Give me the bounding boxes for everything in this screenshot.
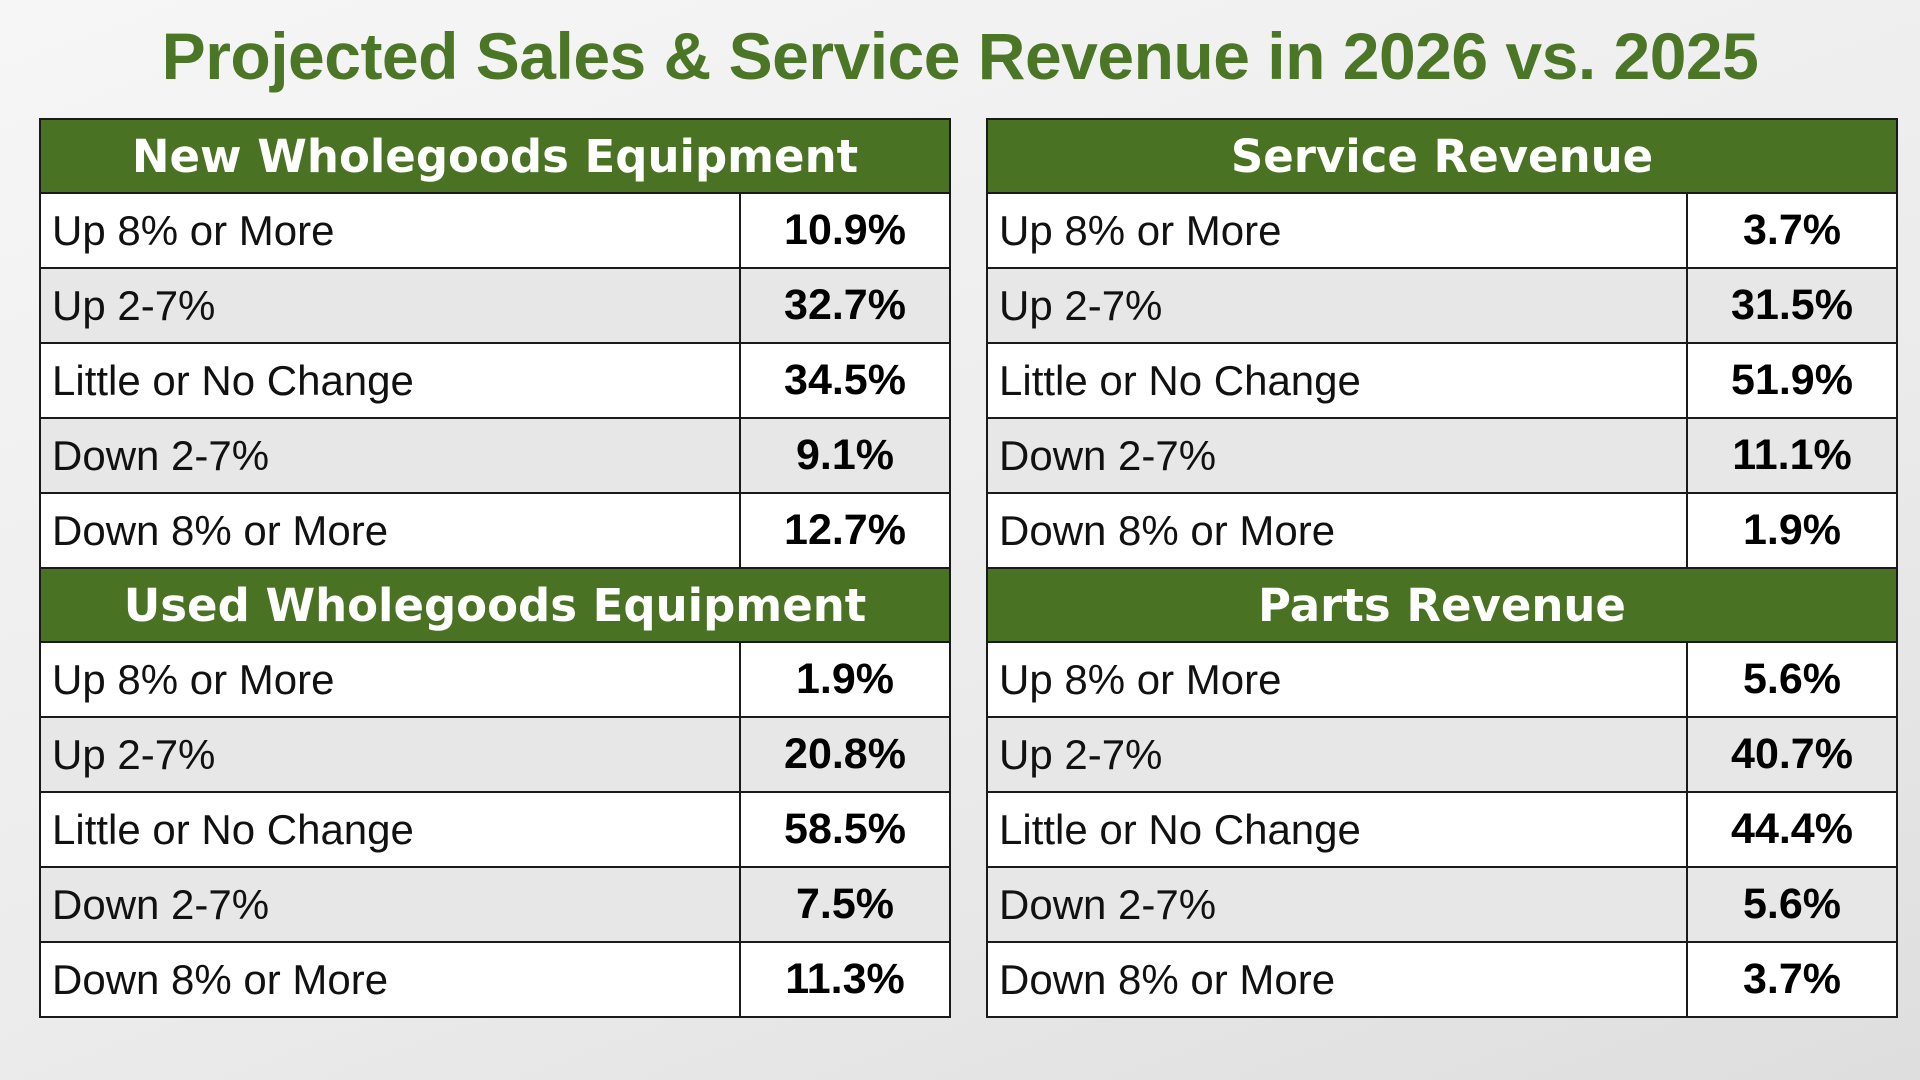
- row-value: 3.7%: [1742, 206, 1841, 254]
- row-value: 51.9%: [1731, 356, 1853, 404]
- row-value: 20.8%: [784, 730, 906, 778]
- table-row: Up 8% or More 3.7%: [988, 194, 1896, 269]
- table-title-used-wholegoods: Used Wholegoods Equipment: [41, 569, 949, 643]
- table-row: Up 8% or More 10.9%: [41, 194, 949, 269]
- row-value: 32.7%: [784, 281, 906, 329]
- row-label: Up 2-7%: [41, 269, 741, 342]
- row-label: Down 2-7%: [988, 419, 1688, 492]
- row-value: 9.1%: [795, 431, 894, 479]
- table-row: Up 2-7% 40.7%: [988, 718, 1896, 793]
- row-value: 11.1%: [1732, 431, 1852, 479]
- row-value: 5.6%: [1742, 880, 1841, 928]
- table-row: Down 8% or More 3.7%: [988, 943, 1896, 1016]
- row-label: Up 8% or More: [41, 194, 741, 267]
- row-value: 44.4%: [1731, 805, 1853, 853]
- table-row: Little or No Change 51.9%: [988, 344, 1896, 419]
- table-title-new-wholegoods: New Wholegoods Equipment: [41, 120, 949, 194]
- table-row: Down 2-7% 9.1%: [41, 419, 949, 494]
- row-value: 40.7%: [1731, 730, 1853, 778]
- row-label: Up 8% or More: [988, 194, 1688, 267]
- table-row: Down 2-7% 5.6%: [988, 868, 1896, 943]
- row-label: Down 8% or More: [988, 494, 1688, 567]
- right-tables-panel: Service Revenue Up 8% or More 3.7% Up 2-…: [986, 118, 1898, 1018]
- table-row: Little or No Change 44.4%: [988, 793, 1896, 868]
- table-row: Up 8% or More 1.9%: [41, 643, 949, 718]
- row-value: 1.9%: [795, 655, 894, 703]
- row-label: Down 2-7%: [41, 868, 741, 941]
- row-label: Down 8% or More: [41, 494, 741, 567]
- table-row: Down 2-7% 11.1%: [988, 419, 1896, 494]
- row-label: Little or No Change: [41, 344, 741, 417]
- row-label: Little or No Change: [988, 344, 1688, 417]
- table-row: Down 2-7% 7.5%: [41, 868, 949, 943]
- row-label: Down 8% or More: [41, 943, 741, 1016]
- row-value: 7.5%: [795, 880, 894, 928]
- row-label: Up 8% or More: [988, 643, 1688, 716]
- row-value: 12.7%: [784, 506, 906, 554]
- row-label: Little or No Change: [988, 793, 1688, 866]
- row-label: Up 2-7%: [41, 718, 741, 791]
- table-row: Little or No Change 34.5%: [41, 344, 949, 419]
- row-label: Down 2-7%: [41, 419, 741, 492]
- table-row: Down 8% or More 12.7%: [41, 494, 949, 569]
- row-value: 58.5%: [784, 805, 906, 853]
- row-value: 10.9%: [784, 206, 906, 254]
- row-value: 31.5%: [1731, 281, 1853, 329]
- row-label: Little or No Change: [41, 793, 741, 866]
- row-value: 5.6%: [1742, 655, 1841, 703]
- row-label: Up 8% or More: [41, 643, 741, 716]
- row-label: Up 2-7%: [988, 718, 1688, 791]
- row-value: 34.5%: [784, 356, 906, 404]
- table-row: Up 8% or More 5.6%: [988, 643, 1896, 718]
- table-row: Little or No Change 58.5%: [41, 793, 949, 868]
- table-row: Down 8% or More 1.9%: [988, 494, 1896, 569]
- row-value: 11.3%: [785, 955, 905, 1003]
- row-label: Up 2-7%: [988, 269, 1688, 342]
- page-title: Projected Sales & Service Revenue in 202…: [161, 19, 1759, 93]
- row-label: Down 8% or More: [988, 943, 1688, 1016]
- row-value: 1.9%: [1742, 506, 1841, 554]
- row-label: Down 2-7%: [988, 868, 1688, 941]
- table-row: Up 2-7% 31.5%: [988, 269, 1896, 344]
- row-value: 3.7%: [1742, 955, 1841, 1003]
- table-title-service-revenue: Service Revenue: [988, 120, 1896, 194]
- table-row: Down 8% or More 11.3%: [41, 943, 949, 1016]
- table-row: Up 2-7% 32.7%: [41, 269, 949, 344]
- left-tables-panel: New Wholegoods Equipment Up 8% or More 1…: [39, 118, 951, 1018]
- table-title-parts-revenue: Parts Revenue: [988, 569, 1896, 643]
- table-row: Up 2-7% 20.8%: [41, 718, 949, 793]
